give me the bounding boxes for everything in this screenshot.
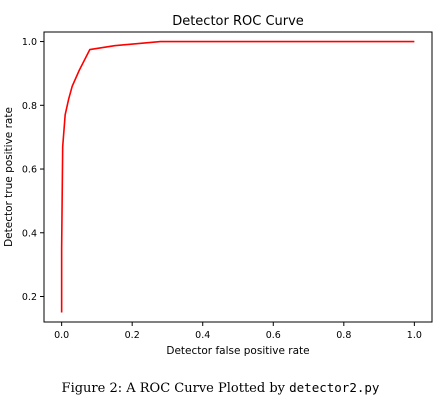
y-tick-label: 0.8 <box>22 101 37 112</box>
figure-caption: Figure 2: A ROC Curve Plotted by detecto… <box>0 380 441 396</box>
plot-frame <box>43 31 433 323</box>
series-layer <box>60 40 415 313</box>
y-axis-label: Detector true positive rate <box>3 107 15 247</box>
x-tick-label: 0.0 <box>54 330 69 341</box>
y-tick-label: 0.4 <box>22 228 37 239</box>
x-tick-label: 0.8 <box>336 330 351 341</box>
y-tick-label: 1.0 <box>22 37 37 48</box>
roc-curve-line <box>60 40 415 313</box>
caption-text: Figure 2: A ROC Curve Plotted by <box>61 381 290 396</box>
x-tick-label: 0.4 <box>195 330 210 341</box>
y-tick-label: 0.2 <box>22 292 37 303</box>
caption-code: detector2.py <box>289 380 380 395</box>
roc-chart: Detector ROC Curve 0.0 0.2 0.4 0.6 0.8 1.0 0.… <box>3 14 433 357</box>
x-axis-label: Detector false positive rate <box>166 345 309 357</box>
x-tick-label: 0.2 <box>125 330 140 341</box>
x-tick-label: 1.0 <box>407 330 422 341</box>
x-tick-label: 0.6 <box>266 330 281 341</box>
chart-title: Detector ROC Curve <box>172 14 304 29</box>
y-tick-label: 0.6 <box>22 165 37 176</box>
y-axis-ticks: 0.2 0.4 0.6 0.8 1.0 <box>22 37 44 303</box>
x-axis-ticks: 0.0 0.2 0.4 0.6 0.8 1.0 <box>54 322 422 341</box>
